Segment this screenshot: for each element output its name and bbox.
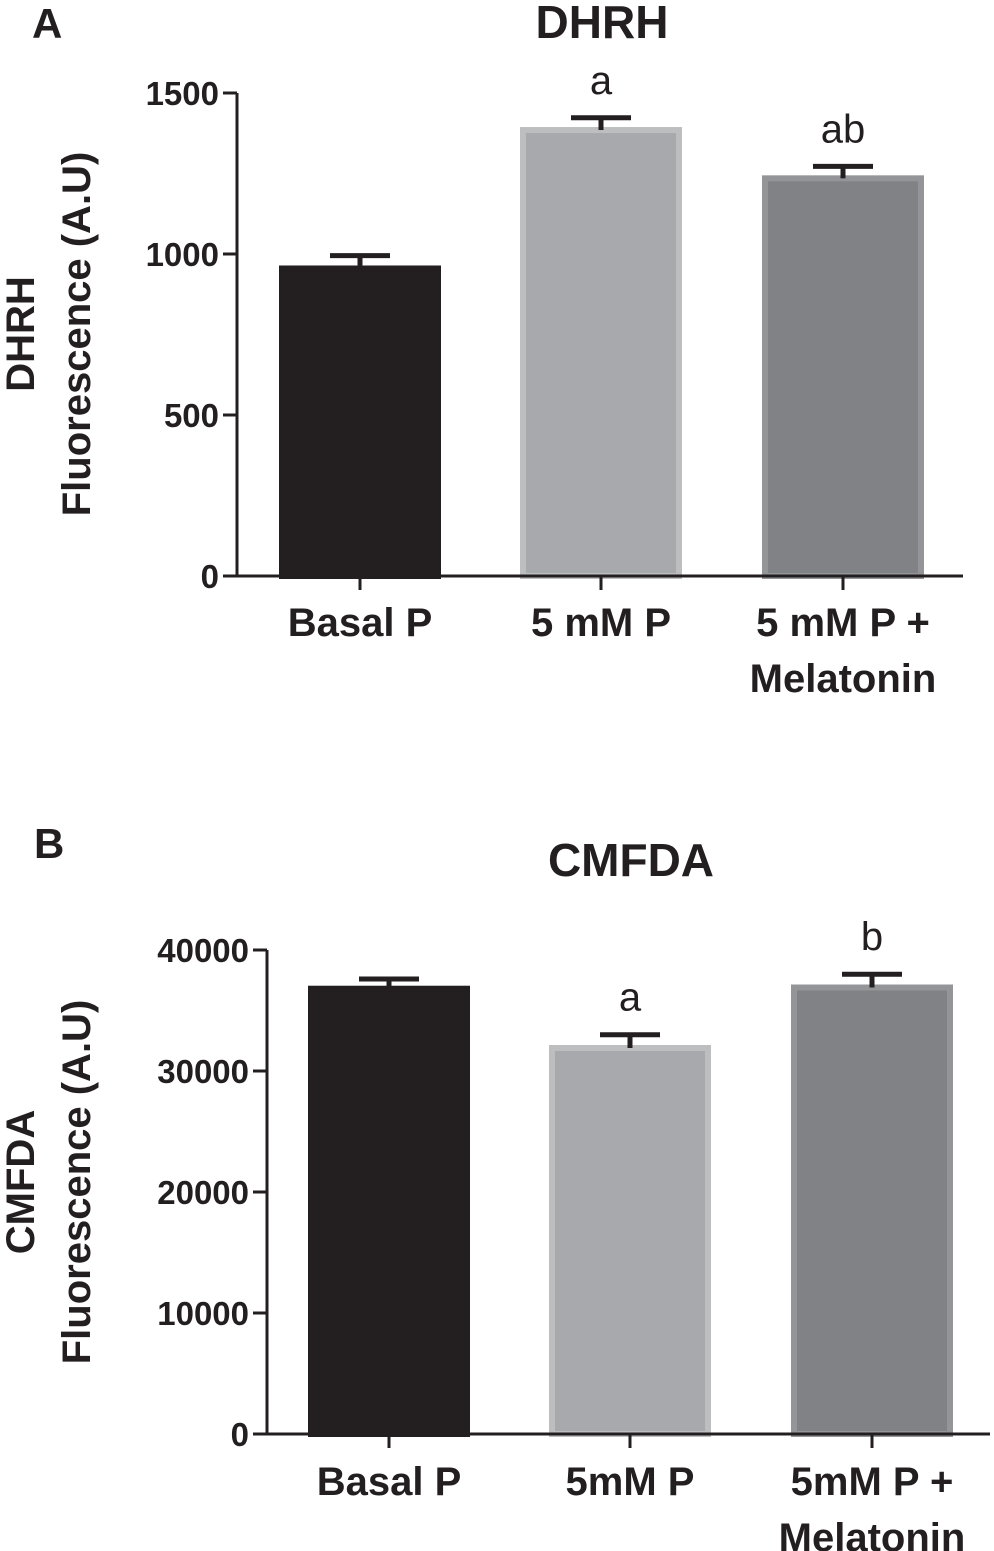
- panel-b-label: B: [34, 820, 64, 867]
- panel-b-bar-1: [549, 1045, 711, 1437]
- panel-b-category-label-0-0: Basal P: [317, 1460, 462, 1504]
- panel-b-significance-1: a: [619, 976, 642, 1020]
- panel-b-ytick-label-2: 20000: [157, 1174, 249, 1211]
- panel-a-significance-2: ab: [821, 107, 866, 151]
- panel-b-category-label-2-1: Melatonin: [779, 1516, 966, 1551]
- panel-b-ylabel-line2: Fluorescence (A.U): [55, 1000, 99, 1365]
- panel-a-significance-1: a: [590, 59, 613, 103]
- panel-a-label: A: [32, 0, 62, 47]
- panel-a-bar-2: [762, 175, 924, 580]
- panel-b-bar-2: [791, 984, 953, 1437]
- panel-a-ytick-label-1: 500: [164, 397, 219, 434]
- panel-b: B CMFDA CMFDA Fluorescence (A.U) a b 0 1000…: [0, 820, 990, 1551]
- panel-a: A DHRH DHRH Fluorescence (A.U) a ab 0 500 10…: [0, 0, 963, 701]
- panel-a-ytick-label-0: 0: [201, 558, 219, 595]
- panel-a-plot: a ab 0 500 1000 1500 Basal P 5 mM P 5 mM P + Mela…: [146, 59, 963, 701]
- panel-a-bar-0: [279, 265, 441, 579]
- panel-b-bar-0: [308, 985, 470, 1437]
- panel-a-bar-1: [520, 127, 682, 579]
- panel-b-category-label-1-0: 5mM P: [566, 1460, 695, 1504]
- panel-a-category-label-2-0: 5 mM P +: [756, 601, 930, 645]
- panel-b-plot: a b 0 10000 20000 30000 40000 Basal P 5mM P 5mM P…: [157, 915, 990, 1551]
- panel-a-category-label-1-0: 5 mM P: [531, 601, 671, 645]
- panel-a-ylabel-line1: DHRH: [0, 276, 43, 392]
- panel-b-title: CMFDA: [548, 834, 714, 886]
- panel-a-ytick-label-2: 1000: [146, 236, 219, 273]
- panel-a-category-label-0-0: Basal P: [288, 601, 433, 645]
- panel-b-category-label-2-0: 5mM P +: [791, 1460, 954, 1504]
- panel-a-ylabel-line2: Fluorescence (A.U): [55, 152, 99, 517]
- panel-b-ylabel-line1: CMFDA: [0, 1110, 43, 1254]
- panel-b-ytick-label-1: 10000: [157, 1295, 249, 1332]
- panel-b-ytick-label-4: 40000: [157, 932, 249, 969]
- panel-a-category-label-2-1: Melatonin: [750, 657, 937, 701]
- panel-b-significance-2: b: [861, 915, 883, 959]
- panel-a-ytick-label-3: 1500: [146, 75, 219, 112]
- panel-b-ytick-label-0: 0: [231, 1416, 249, 1453]
- panel-b-ytick-label-3: 30000: [157, 1053, 249, 1090]
- panel-a-title: DHRH: [536, 0, 669, 48]
